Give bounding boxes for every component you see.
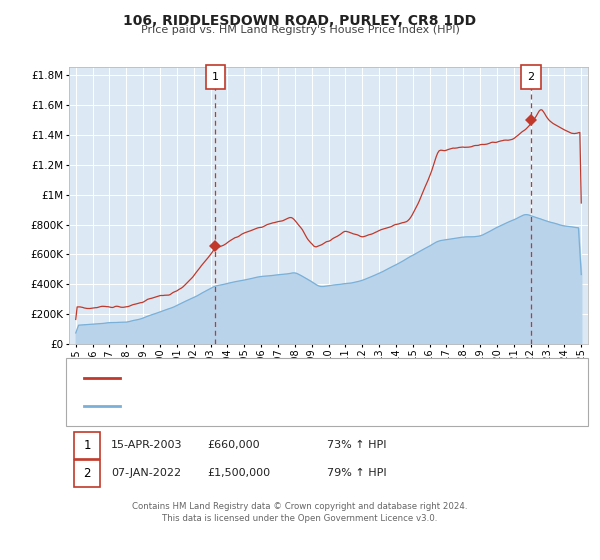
Text: £1,500,000: £1,500,000 bbox=[207, 468, 270, 478]
Text: HPI: Average price, detached house, Croydon: HPI: Average price, detached house, Croy… bbox=[126, 400, 362, 410]
Text: Contains HM Land Registry data © Crown copyright and database right 2024.
This d: Contains HM Land Registry data © Crown c… bbox=[132, 502, 468, 523]
FancyBboxPatch shape bbox=[206, 65, 225, 88]
Text: 79% ↑ HPI: 79% ↑ HPI bbox=[327, 468, 386, 478]
Text: 106, RIDDLESDOWN ROAD, PURLEY, CR8 1DD: 106, RIDDLESDOWN ROAD, PURLEY, CR8 1DD bbox=[124, 14, 476, 28]
Text: 1: 1 bbox=[212, 72, 219, 82]
Text: 106, RIDDLESDOWN ROAD, PURLEY, CR8 1DD (detached house): 106, RIDDLESDOWN ROAD, PURLEY, CR8 1DD (… bbox=[126, 374, 460, 384]
Text: 07-JAN-2022: 07-JAN-2022 bbox=[111, 468, 181, 478]
Text: 15-APR-2003: 15-APR-2003 bbox=[111, 440, 182, 450]
Text: 2: 2 bbox=[527, 72, 535, 82]
Text: 1: 1 bbox=[83, 438, 91, 452]
Text: 73% ↑ HPI: 73% ↑ HPI bbox=[327, 440, 386, 450]
Text: £660,000: £660,000 bbox=[207, 440, 260, 450]
FancyBboxPatch shape bbox=[521, 65, 541, 88]
Text: Price paid vs. HM Land Registry's House Price Index (HPI): Price paid vs. HM Land Registry's House … bbox=[140, 25, 460, 35]
Text: 2: 2 bbox=[83, 466, 91, 480]
